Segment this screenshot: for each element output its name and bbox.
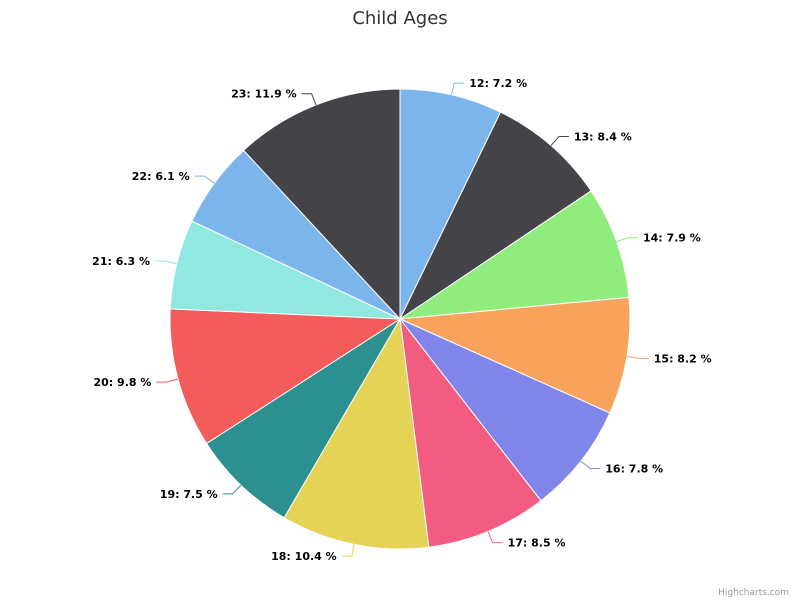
pie-slice-19[interactable]: [206, 318, 401, 519]
data-label-13: 13: 8.4 %: [574, 130, 632, 143]
connector-17: [487, 531, 503, 544]
data-label-14: 14: 7.9 %: [643, 232, 701, 245]
data-label-16: 16: 7.8 %: [605, 463, 663, 476]
credits-link[interactable]: Highcharts.com: [718, 588, 789, 598]
connector-22: [194, 175, 215, 184]
connector-13: [550, 135, 569, 146]
connector-21: [155, 260, 177, 265]
pie-slice-18[interactable]: [283, 318, 430, 550]
pie-slices: [169, 88, 631, 550]
connector-19: [222, 484, 242, 495]
data-label-20: 20: 9.8 %: [94, 376, 152, 389]
data-label-21: 21: 6.3 %: [92, 255, 150, 268]
connector-23: [301, 93, 317, 106]
connector-12: [451, 82, 465, 95]
connector-15: [626, 355, 649, 359]
data-label-22: 22: 6.1 %: [132, 170, 190, 183]
data-label-12: 12: 7.2 %: [469, 77, 527, 90]
pie-slice-15[interactable]: [399, 296, 631, 414]
data-label-23: 23: 11.9 %: [231, 88, 297, 101]
connector-16: [580, 460, 601, 470]
pie-slice-16[interactable]: [399, 318, 611, 502]
data-labels: 12: 7.2 % 13: 8.4 % 14: 7.9 % 15: 8.2 % 16: …: [92, 77, 711, 563]
connector-18: [341, 544, 355, 557]
connector-20: [156, 378, 179, 383]
data-label-18: 18: 10.4 %: [271, 550, 337, 563]
connector-14: [616, 237, 638, 243]
chart-title: Child Ages: [352, 8, 447, 29]
data-label-15: 15: 8.2 %: [654, 352, 712, 365]
pie-slice-14[interactable]: [399, 190, 630, 320]
data-label-19: 19: 7.5 %: [160, 488, 218, 501]
data-label-17: 17: 8.5 %: [508, 537, 566, 550]
label-connectors: [155, 82, 649, 557]
pie-slice-12[interactable]: [399, 88, 502, 320]
